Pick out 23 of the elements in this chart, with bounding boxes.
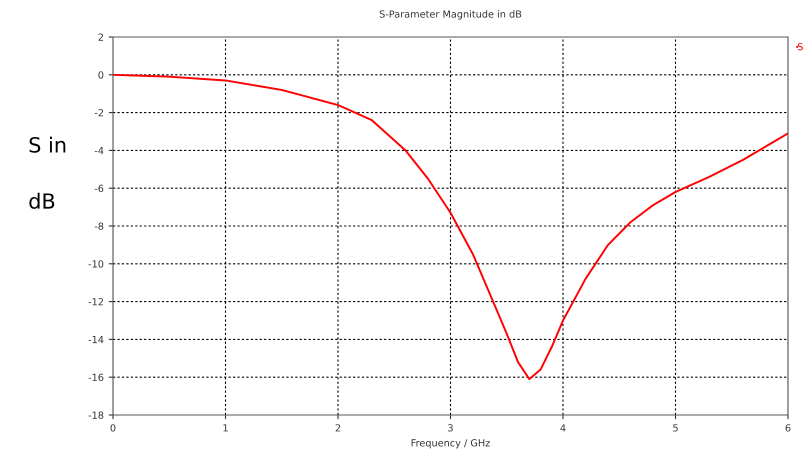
chart-title: S-Parameter Magnitude in dB bbox=[380, 10, 522, 20]
y-tick-label: -18 bbox=[88, 411, 104, 419]
y-tick-label: -16 bbox=[88, 374, 104, 382]
x-tick-label: 4 bbox=[560, 424, 566, 432]
y-tick-label: -6 bbox=[94, 184, 104, 192]
y-tick-label: 2 bbox=[98, 33, 103, 41]
y-tick-label: -4 bbox=[94, 147, 104, 154]
line-series bbox=[113, 74, 788, 380]
legend-label: S bbox=[798, 43, 803, 50]
y-tick-label: -12 bbox=[88, 298, 103, 306]
x-tick-label: 6 bbox=[786, 424, 790, 432]
y-tick-label: -10 bbox=[88, 260, 104, 268]
x-tick-label: 1 bbox=[223, 424, 228, 432]
x-axis-title: Frequency / GHz bbox=[412, 439, 490, 448]
y-tick-label: -8 bbox=[94, 222, 104, 230]
y-tick-label: 0 bbox=[98, 71, 104, 79]
x-tick-label: 5 bbox=[673, 424, 678, 432]
y-tick-label: -2 bbox=[94, 109, 103, 116]
y-tick-label: -14 bbox=[88, 336, 104, 344]
x-tick-label: 3 bbox=[448, 424, 453, 432]
x-tick-label: 2 bbox=[336, 424, 340, 432]
x-tick-label: 0 bbox=[110, 424, 116, 432]
text: S in dB bbox=[29, 136, 66, 209]
